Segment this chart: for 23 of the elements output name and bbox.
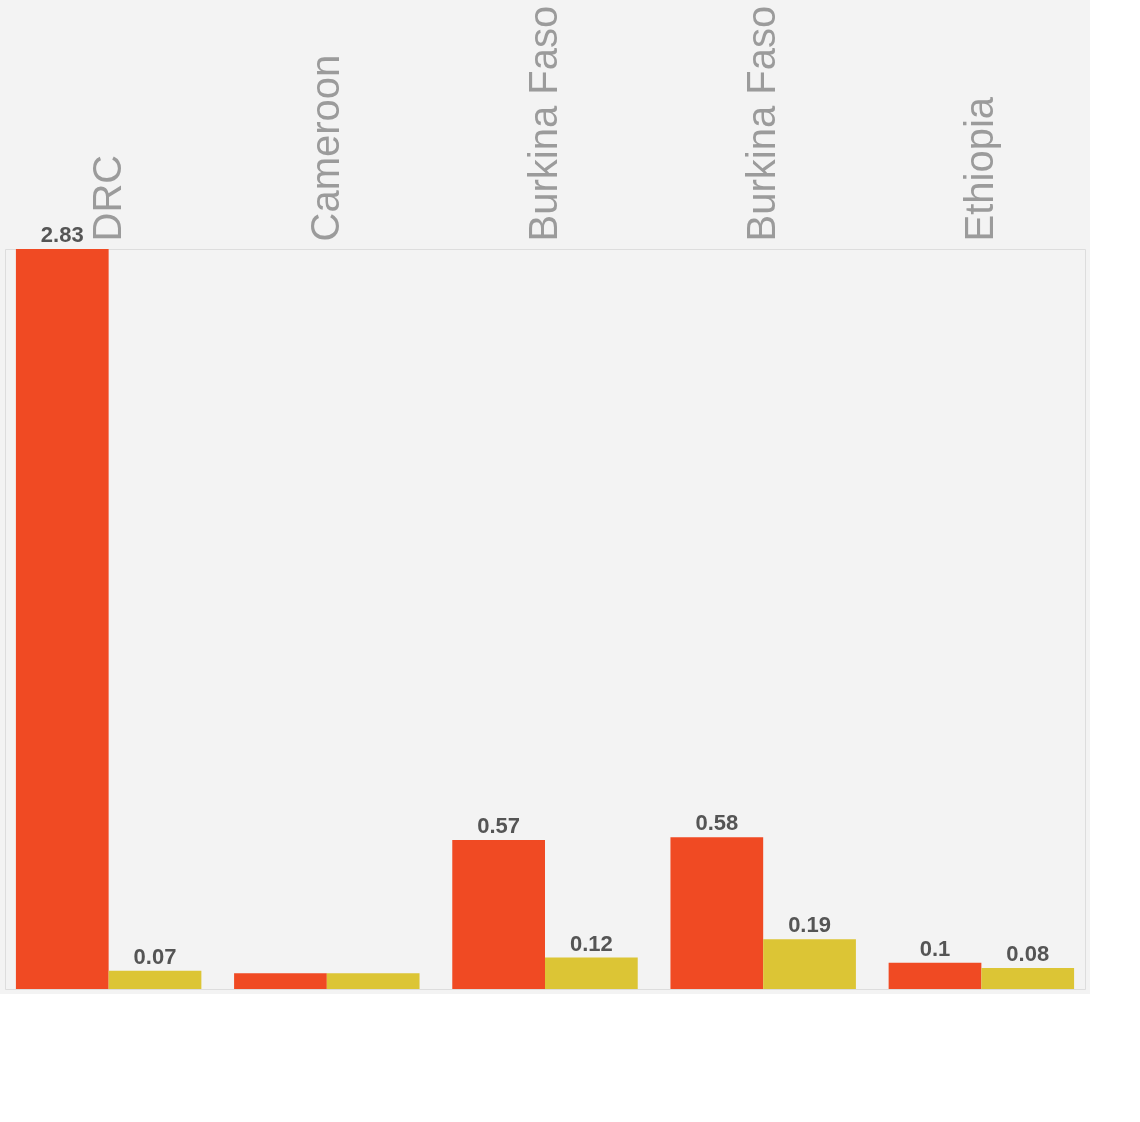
bar [888,962,982,989]
bar [545,957,638,989]
x-tick-label: Ethiopia [957,96,1002,242]
bar [15,249,109,989]
bar [981,968,1075,989]
data-label: 0.19 [788,912,831,938]
x-tick-label: Burkina Faso [739,5,784,242]
x-tick-label: Cameroon [302,54,347,242]
x-tick-label: Burkina Faso [521,5,565,242]
bar [763,939,856,989]
data-label: 0.12 [569,930,613,956]
data-label: 0.08 [1006,941,1050,967]
bar [326,973,420,989]
data-label: 0.07 [133,943,177,969]
data-label: 0.1 [919,935,951,961]
data-label: 2.83 [40,222,84,247]
bar [234,973,327,989]
bar [108,970,202,989]
bar [452,839,545,989]
data-label: 0.58 [695,810,739,836]
data-label: 0.57 [477,812,521,838]
x-tick-label: DRC [84,154,129,242]
bar [670,837,764,989]
